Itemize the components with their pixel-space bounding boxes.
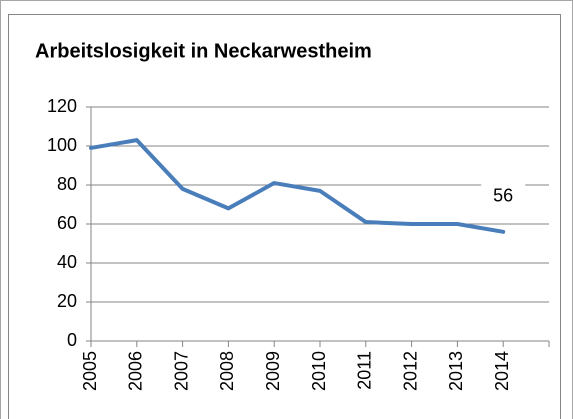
y-tick-label: 40 bbox=[57, 252, 77, 272]
x-tick-label: 2013 bbox=[446, 351, 466, 391]
data-line bbox=[89, 138, 506, 234]
chart-title: Arbeitslosigkeit in Neckarwestheim bbox=[35, 40, 372, 62]
x-tick-label: 2006 bbox=[126, 351, 146, 391]
y-tick-label: 60 bbox=[57, 213, 77, 233]
chart-frame bbox=[8, 14, 561, 419]
x-tick-label: 2007 bbox=[171, 351, 191, 391]
y-tick-label: 0 bbox=[67, 330, 77, 350]
x-tick-label: 2010 bbox=[309, 351, 329, 391]
y-tick-label: 100 bbox=[47, 135, 77, 155]
y-tick-label: 120 bbox=[47, 96, 77, 116]
y-tick-label: 80 bbox=[57, 174, 77, 194]
x-tick-label: 2009 bbox=[263, 351, 283, 391]
x-tick-label: 2012 bbox=[400, 351, 420, 391]
y-tick-label: 20 bbox=[57, 291, 77, 311]
data-label: 56 bbox=[493, 186, 513, 206]
x-tick-label: 2008 bbox=[217, 351, 237, 391]
x-tick-label: 2011 bbox=[355, 351, 375, 390]
x-tick-label: 2014 bbox=[492, 351, 512, 391]
data-label-bg bbox=[481, 181, 526, 212]
x-tick-label: 2005 bbox=[80, 351, 100, 391]
